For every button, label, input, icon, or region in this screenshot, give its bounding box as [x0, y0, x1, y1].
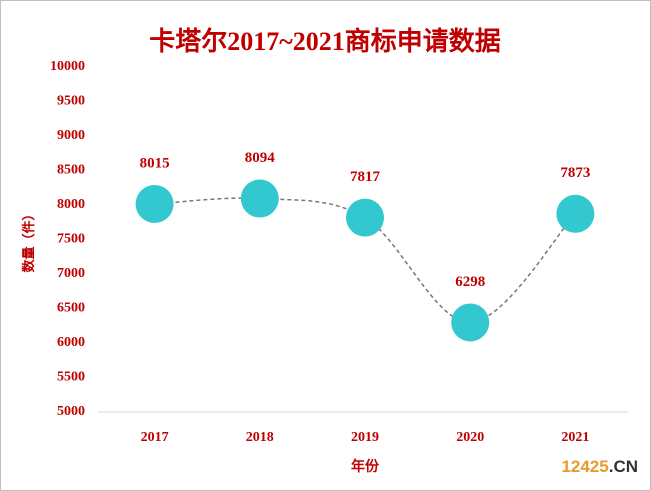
data-label: 7817 — [350, 169, 381, 185]
y-tick-label: 7000 — [57, 266, 85, 281]
x-tick-label: 2019 — [351, 430, 379, 445]
y-tick-label: 5500 — [57, 370, 85, 385]
marker — [451, 303, 490, 342]
x-tick-label: 2020 — [456, 430, 484, 445]
watermark: 12425.CN — [561, 457, 638, 476]
y-tick-label: 5000 — [57, 404, 85, 419]
x-tick-label: 2021 — [561, 430, 589, 445]
data-label: 8015 — [140, 155, 170, 171]
y-tick-label: 10000 — [50, 59, 85, 74]
y-tick-label: 8500 — [57, 163, 85, 178]
data-label: 7873 — [560, 165, 590, 181]
y-axis-label: 数量（件） — [21, 207, 36, 272]
y-tick-label: 9000 — [57, 128, 85, 143]
watermark-domain: .CN — [609, 457, 638, 476]
y-tick-label: 6500 — [57, 301, 85, 316]
y-tick-label: 7500 — [57, 232, 85, 247]
y-tick-label: 6000 — [57, 335, 85, 350]
x-tick-label: 2017 — [141, 430, 169, 445]
data-label: 8094 — [245, 150, 276, 166]
chart-title: 卡塔尔2017~2021商标申请数据 — [149, 26, 501, 56]
line — [154, 197, 576, 324]
y-tick-label: 8000 — [57, 197, 85, 212]
marker — [135, 184, 174, 223]
x-tick-label: 2018 — [246, 430, 274, 445]
marker — [556, 194, 595, 233]
y-tick-label: 9500 — [57, 94, 85, 109]
x-axis-label: 年份 — [351, 458, 380, 475]
watermark-number: 12425 — [561, 457, 608, 476]
marker — [346, 198, 384, 237]
data-label: 6298 — [455, 274, 485, 290]
marker — [240, 179, 279, 218]
